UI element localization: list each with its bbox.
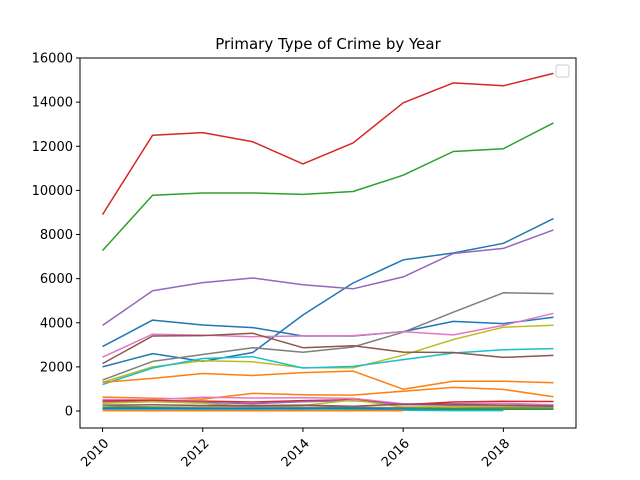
y-tick-label: 12000 <box>32 140 73 155</box>
series-line-16 <box>102 399 554 408</box>
series-line-1 <box>101 72 554 216</box>
plot-frame <box>79 57 577 429</box>
y-tick-label: 8000 <box>40 228 73 243</box>
series-line-5 <box>102 229 554 327</box>
series-line-13 <box>102 396 554 406</box>
legend-box <box>555 64 570 78</box>
y-tick-label: 6000 <box>40 272 73 287</box>
y-tick-label: 2000 <box>40 360 73 375</box>
y-tick-label: 10000 <box>32 184 73 199</box>
y-axis: 0 2000 4000 6000 8000 10000 12000 14000 16000 <box>32 52 80 420</box>
series-line-7 <box>102 312 554 358</box>
series-line-10 <box>102 332 554 365</box>
series-line-11 <box>102 370 554 390</box>
y-tick-label: 4000 <box>40 316 73 331</box>
series-line-18 <box>102 405 554 410</box>
series-layer <box>101 72 554 412</box>
series-line-2 <box>101 122 554 252</box>
series-line-9 <box>102 347 554 386</box>
y-tick-label: 0 <box>65 405 73 420</box>
series-line-6 <box>102 292 554 381</box>
y-tick-label: 16000 <box>32 52 73 67</box>
chart-title: Primary Type of Crime by Year <box>215 35 441 53</box>
series-line-14 <box>102 399 554 406</box>
series-line-17 <box>102 403 554 407</box>
y-tick-label: 14000 <box>32 96 73 111</box>
